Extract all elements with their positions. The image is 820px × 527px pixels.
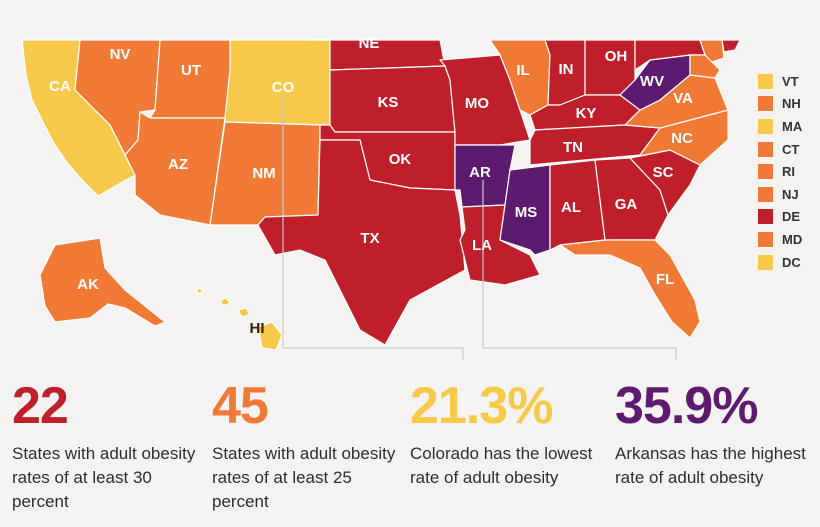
stat-arkansas-highest-rate: 35.9% Arkansas has the highest rate of a…: [615, 378, 815, 490]
legend-label: MD: [782, 231, 803, 247]
state-label-NM: NM: [252, 165, 275, 182]
state-HI-island-2: [219, 297, 231, 307]
state-label-NE: NE: [359, 35, 380, 52]
legend-label: DC: [782, 254, 801, 270]
state-UT: [149, 39, 231, 119]
state-AK: [39, 237, 166, 327]
state-HI-island-1: [195, 287, 204, 295]
state-TX: [257, 139, 466, 346]
state-HI-island-3: [237, 307, 251, 318]
legend-swatch: [758, 73, 773, 89]
us-obesity-map: CA NV UT CO AZ NM NE KS OK TX MO AR LA M…: [21, 35, 741, 360]
stat-value: 21.3%: [410, 377, 553, 435]
stat-description: States with adult obesity rates of at le…: [212, 444, 396, 511]
legend-label: NH: [782, 96, 801, 112]
state-MD: [689, 54, 721, 79]
state-label-MO: MO: [465, 95, 489, 112]
leader-line-arkansas: [482, 180, 677, 360]
state-label-UT: UT: [181, 62, 201, 79]
legend-item-nj: NJ: [758, 183, 818, 206]
legend-label: NJ: [782, 186, 799, 202]
state-label-LA: LA: [472, 237, 492, 254]
legend-swatch: [758, 141, 773, 157]
stat-states-over-30-percent: 22 States with adult obesity rates of at…: [12, 378, 202, 514]
legend-label: CT: [782, 141, 800, 157]
state-label-NV: NV: [110, 46, 131, 63]
state-label-WV: WV: [640, 73, 664, 90]
legend-swatch: [758, 254, 773, 270]
state-label-HI: HI: [250, 320, 265, 337]
legend-swatch: [758, 118, 773, 134]
state-label-TN: TN: [563, 139, 583, 156]
state-NY: [721, 39, 741, 53]
state-label-AK: AK: [77, 276, 99, 293]
stat-description: States with adult obesity rates of at le…: [12, 444, 196, 511]
legend-swatch: [758, 164, 773, 180]
legend-label: DE: [782, 209, 801, 225]
legend-swatch: [758, 231, 773, 247]
legend-swatch: [758, 96, 773, 112]
state-label-CO: CO: [272, 79, 295, 96]
state-label-FL: FL: [656, 271, 674, 288]
legend-item-de: DE: [758, 206, 818, 229]
state-label-IL: IL: [516, 62, 529, 79]
state-label-IN: IN: [559, 61, 574, 78]
state-label-AR: AR: [469, 164, 491, 181]
stat-value: 45: [212, 377, 269, 435]
stat-description: Arkansas has the highest rate of adult o…: [615, 444, 806, 487]
state-FL: [559, 239, 701, 339]
legend-item-ri: RI: [758, 160, 818, 183]
leader-line-colorado: [282, 95, 464, 360]
legend-label: VT: [782, 73, 799, 89]
state-label-TX: TX: [360, 230, 379, 247]
state-label-SC: SC: [653, 164, 674, 181]
stat-value: 35.9%: [615, 377, 758, 435]
state-label-CA: CA: [49, 78, 71, 95]
legend-label: RI: [782, 164, 795, 180]
legend-item-md: MD: [758, 228, 818, 251]
legend-item-vt: VT: [758, 70, 818, 93]
legend-item-dc: DC: [758, 251, 818, 274]
state-label-KS: KS: [378, 94, 399, 111]
stat-colorado-lowest-rate: 21.3% Colorado has the lowest rate of ad…: [410, 378, 605, 490]
stat-states-over-25-percent: 45 States with adult obesity rates of at…: [212, 378, 402, 514]
legend-swatch: [758, 186, 773, 202]
state-NJ: [699, 39, 725, 63]
state-label-MS: MS: [515, 204, 538, 221]
state-label-KY: KY: [576, 105, 597, 122]
legend-item-ct: CT: [758, 138, 818, 161]
state-label-OK: OK: [389, 151, 412, 168]
stat-description: Colorado has the lowest rate of adult ob…: [410, 444, 593, 487]
small-states-legend: VT NH MA CT RI NJ DE MD DC: [758, 70, 818, 273]
state-label-AZ: AZ: [168, 156, 188, 173]
state-label-AL: AL: [561, 199, 581, 216]
state-label-VA: VA: [673, 90, 693, 107]
state-label-OH: OH: [605, 48, 628, 65]
legend-item-ma: MA: [758, 115, 818, 138]
state-HI: [257, 321, 283, 351]
state-label-GA: GA: [615, 196, 638, 213]
state-label-NC: NC: [671, 130, 693, 147]
legend-swatch: [758, 209, 773, 225]
legend-label: MA: [782, 118, 803, 134]
legend-item-nh: NH: [758, 93, 818, 116]
stat-value: 22: [12, 377, 69, 435]
